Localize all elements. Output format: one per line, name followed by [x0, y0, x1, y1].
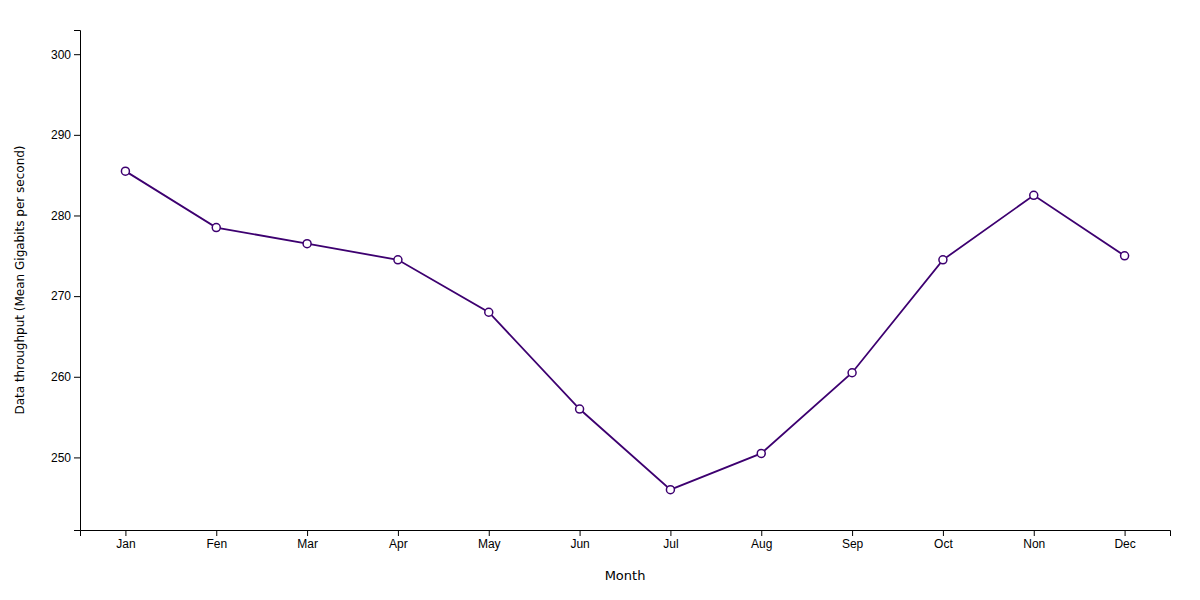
- x-tick: Apr: [389, 530, 408, 551]
- x-tick-mark: [1125, 530, 1126, 536]
- y-tick: 290: [51, 128, 80, 142]
- x-tick-mark: [1034, 530, 1035, 536]
- x-tick: Non: [1023, 530, 1045, 551]
- y-tick-mark: [74, 54, 80, 55]
- point: [848, 369, 856, 377]
- x-tick-mark: [670, 530, 671, 536]
- point: [212, 224, 220, 232]
- x-axis-line: [81, 531, 1171, 537]
- point: [121, 167, 129, 175]
- x-tick: May: [478, 530, 501, 551]
- chart: JanFenMarAprMayJunJulAugSepOctNonDec2502…: [0, 0, 1200, 600]
- x-tick-mark: [489, 530, 490, 536]
- x-tick-label: Aug: [751, 537, 772, 551]
- x-tick: Jan: [116, 530, 135, 551]
- y-tick-label: 300: [51, 48, 71, 62]
- x-axis: Jan Fen Mar Apr May Jun Jul Aug Sep Oct Non Dec: [81, 530, 1171, 551]
- x-tick-mark: [216, 530, 217, 536]
- x-tick: Mar: [297, 530, 318, 551]
- x-tick-mark: [580, 530, 581, 536]
- x-tick-mark: [943, 530, 944, 536]
- x-tick-label: Dec: [1114, 537, 1135, 551]
- point: [757, 449, 765, 457]
- y-tick-label: 250: [51, 451, 71, 465]
- y-tick-label: 290: [51, 128, 71, 142]
- y-tick-label: 270: [51, 289, 71, 303]
- x-tick-mark: [125, 530, 126, 536]
- point: [485, 308, 493, 316]
- y-axis: 250 260 270 280 290 300: [51, 31, 81, 531]
- y-tick: 250: [51, 451, 80, 465]
- x-tick-label: Fen: [206, 537, 227, 551]
- point: [1121, 252, 1129, 260]
- x-tick-label: Non: [1023, 537, 1045, 551]
- point: [303, 240, 311, 248]
- y-axis-line: [74, 31, 81, 531]
- x-tick: Dec: [1114, 530, 1135, 551]
- x-tick-label: Jan: [116, 537, 135, 551]
- x-tick-mark: [307, 530, 308, 536]
- x-tick-mark: [398, 530, 399, 536]
- series: [121, 167, 1128, 494]
- line: [125, 171, 1124, 490]
- y-tick-mark: [74, 377, 80, 378]
- y-tick-label: 260: [51, 370, 71, 384]
- x-axis-title: Month: [605, 568, 646, 583]
- x-tick: Fen: [206, 530, 227, 551]
- y-tick: 260: [51, 370, 80, 384]
- x-tick: Jun: [570, 530, 589, 551]
- x-tick-label: Mar: [297, 537, 318, 551]
- y-tick-label: 280: [51, 209, 71, 223]
- x-tick: Jul: [663, 530, 678, 551]
- x-tick: Oct: [934, 530, 953, 551]
- x-tick-label: Sep: [842, 537, 864, 551]
- y-tick-mark: [74, 135, 80, 136]
- point: [394, 256, 402, 264]
- x-tick: Aug: [751, 530, 772, 551]
- point: [939, 256, 947, 264]
- y-tick-mark: [74, 457, 80, 458]
- point: [666, 486, 674, 494]
- x-tick-label: Oct: [934, 537, 953, 551]
- x-tick: Sep: [842, 530, 864, 551]
- x-tick-label: Jul: [663, 537, 678, 551]
- x-tick-mark: [761, 530, 762, 536]
- y-tick-mark: [74, 215, 80, 216]
- x-tick-label: Apr: [389, 537, 408, 551]
- y-axis-title: Data throughput (Mean Gigabits per secon…: [13, 145, 27, 414]
- y-tick: 270: [51, 289, 80, 303]
- x-tick-label: May: [478, 537, 501, 551]
- x-tick-mark: [852, 530, 853, 536]
- y-tick: 300: [51, 48, 80, 62]
- y-tick-mark: [74, 296, 80, 297]
- point: [1030, 191, 1038, 199]
- point: [576, 405, 584, 413]
- y-tick: 280: [51, 209, 80, 223]
- plot: JanFenMarAprMayJunJulAugSepOctNonDec2502…: [51, 31, 1171, 551]
- x-tick-label: Jun: [570, 537, 589, 551]
